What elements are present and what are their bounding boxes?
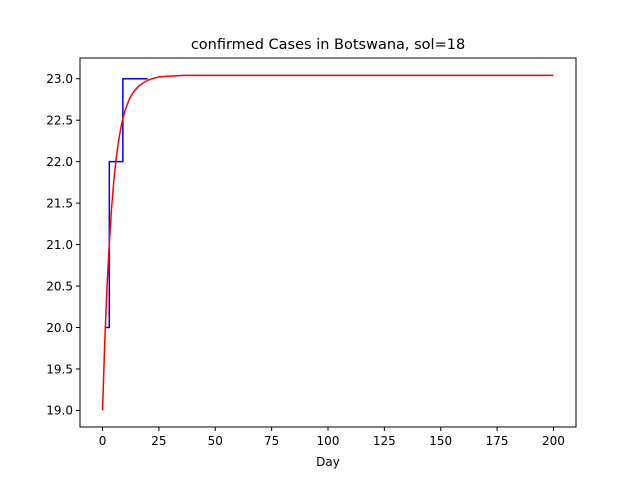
x-tick-label: 175 [486,434,509,448]
x-tick-label: 0 [99,434,107,448]
x-tick-label: 150 [429,434,452,448]
series-line-1 [101,74,554,411]
x-tick-label: 50 [208,434,223,448]
y-tick-label: 19.0 [46,404,73,418]
y-tick-label: 20.0 [46,321,73,335]
x-tick-label: 25 [151,434,166,448]
y-tick-label: 20.5 [46,279,73,293]
x-tick-label: 75 [264,434,279,448]
y-tick-label: 22.0 [46,155,73,169]
y-axis: 19.0 19.5 20.0 20.5 21.0 21.5 22.0 22.5 23.0 [46,72,80,418]
y-tick-label: 21.5 [46,196,73,210]
y-tick-label: 21.0 [46,238,73,252]
chart-title: confirmed Cases in Botswana, sol=18 [191,37,465,53]
series-line-0 [104,77,148,329]
y-tick-label: 23.0 [46,72,73,86]
x-axis: 0 25 50 75 100 125 150 175 200 [99,427,565,448]
x-axis-label: Day [316,455,340,469]
x-tick-label: 200 [542,434,565,448]
x-tick-label: 100 [317,434,340,448]
y-tick-label: 22.5 [46,113,73,127]
series-layer [101,74,554,411]
y-tick-label: 19.5 [46,362,73,376]
x-tick-label: 125 [373,434,396,448]
